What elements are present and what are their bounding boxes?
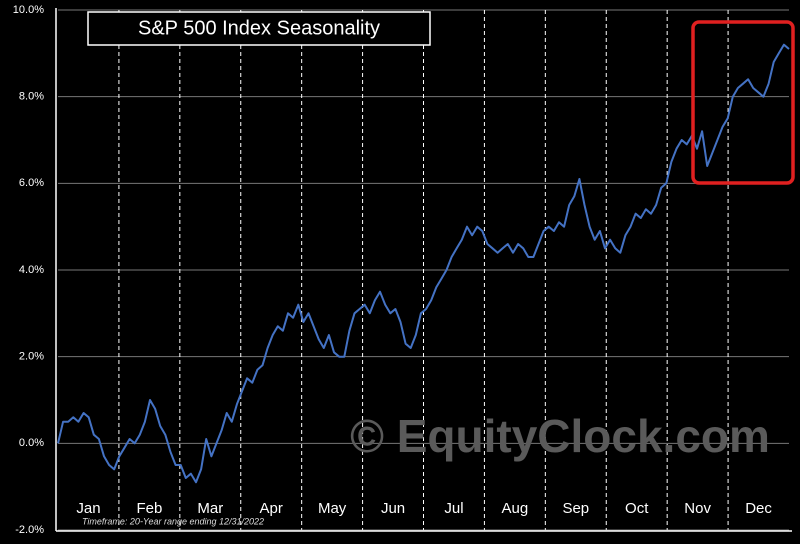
y-tick-label: 10.0%: [13, 4, 44, 16]
plot: [57, 43, 790, 484]
x-tick-label: Nov: [684, 500, 711, 517]
x-tick-label: Sep: [562, 500, 589, 517]
chart-title: S&P 500 Index Seasonality: [138, 17, 380, 39]
title-box: [87, 11, 431, 46]
x-tick-label: Jan: [76, 500, 100, 517]
watermark: © EquityClock.com: [350, 410, 770, 462]
highlight-box: [691, 20, 795, 185]
x-tick-label: Aug: [502, 500, 529, 517]
y-tick-label: 6.0%: [19, 177, 44, 189]
y-tick-label: 0.0%: [19, 437, 44, 449]
y-tick-label: 2.0%: [19, 351, 44, 363]
x-tick-label: Apr: [260, 500, 283, 517]
x-tick-label: Mar: [197, 500, 223, 517]
x-tick-label: Oct: [625, 500, 649, 517]
series-line: [57, 43, 790, 484]
x-tick-label: Jun: [381, 500, 405, 517]
grid: [58, 9, 789, 531]
y-tick-label: 4.0%: [19, 264, 44, 276]
x-tick-label: Feb: [136, 500, 162, 517]
y-tick-label: 8.0%: [19, 91, 44, 103]
x-tick-label: Jul: [444, 500, 463, 517]
footnote: Timeframe: 20-Year range ending 12/31/20…: [82, 516, 264, 526]
y-tick-label: -2.0%: [15, 524, 44, 536]
x-tick-label: May: [318, 500, 347, 517]
x-tick-label: Dec: [745, 500, 772, 517]
